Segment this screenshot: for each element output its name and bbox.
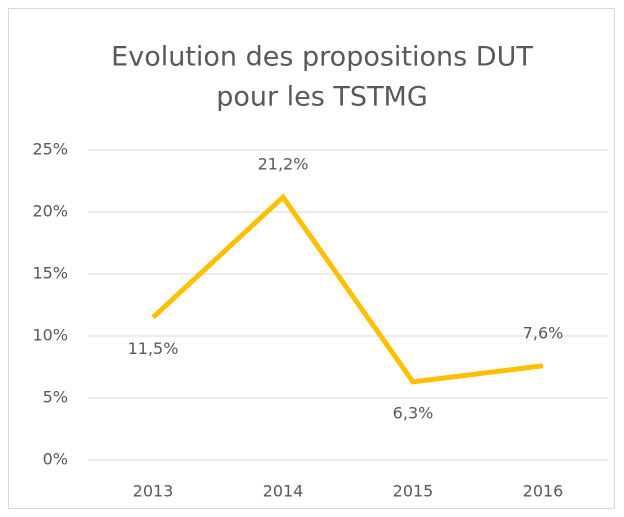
chart-title: pour les TSTMG — [216, 82, 428, 113]
line — [151, 193, 544, 385]
y-tick-label: 25% — [32, 140, 68, 159]
data-label: 7,6% — [523, 323, 564, 342]
x-tick-label: 2013 — [133, 482, 174, 501]
y-tick-label: 5% — [43, 388, 68, 407]
y-tick-label: 15% — [32, 264, 68, 283]
data-label: 11,5% — [128, 339, 179, 358]
y-tick-label: 20% — [32, 202, 68, 221]
x-tick-label: 2015 — [393, 482, 434, 501]
chart-border — [8, 8, 615, 509]
y-tick-label: 0% — [43, 450, 68, 469]
chart-title: Evolution des propositions DUT — [111, 42, 533, 73]
data-label: 21,2% — [258, 155, 309, 174]
data-label: 6,3% — [393, 403, 434, 422]
x-tick-label: 2016 — [523, 482, 564, 501]
y-tick-label: 10% — [32, 326, 68, 345]
x-tick-label: 2014 — [263, 482, 304, 501]
